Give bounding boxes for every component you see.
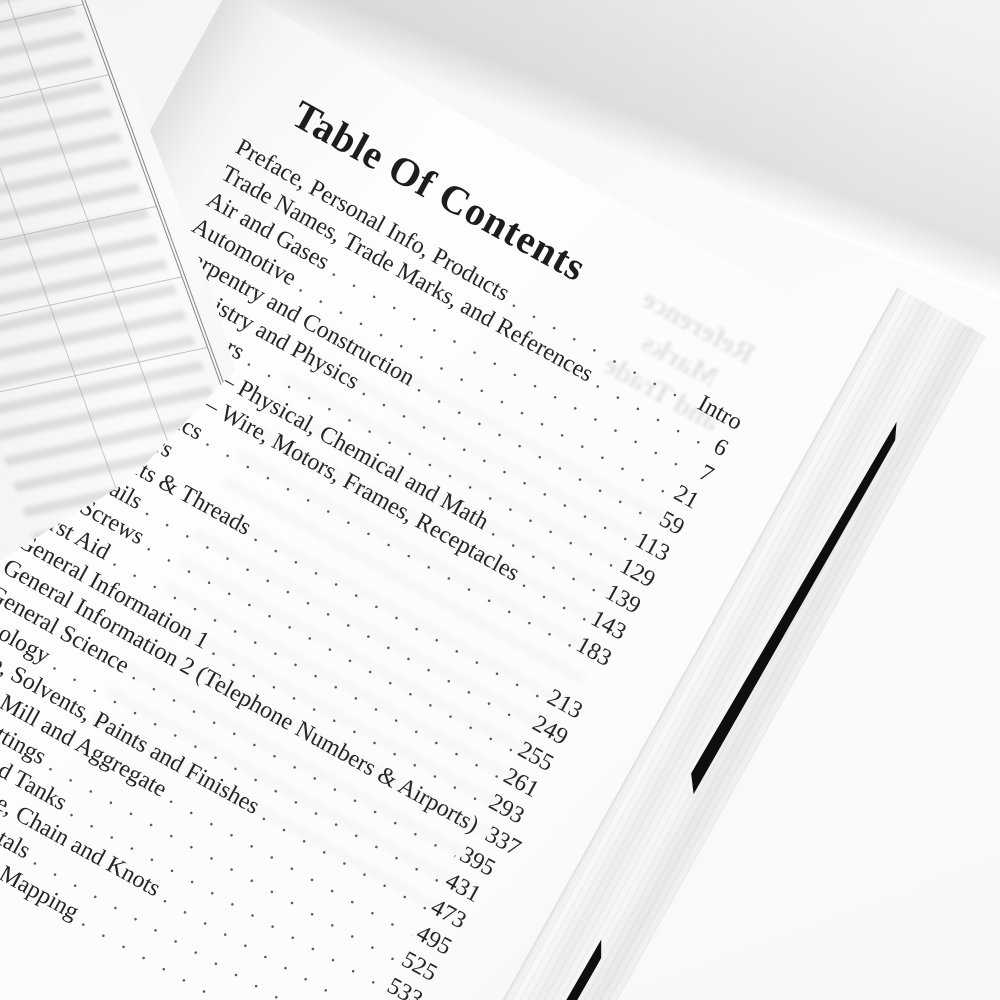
book-photo: Reference Marks and Trade Table Of Conte…	[0, 0, 1000, 1000]
